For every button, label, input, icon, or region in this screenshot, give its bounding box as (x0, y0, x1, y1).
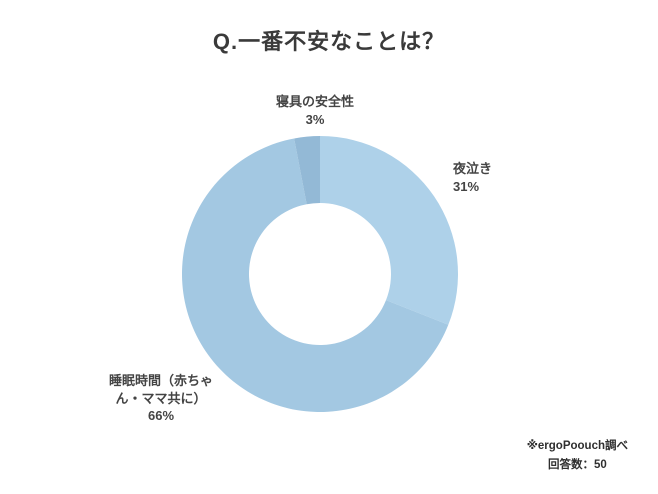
footer-source: ※ergoPoouch調べ (526, 440, 628, 453)
slice-label-night-crying: 夜泣き 31% (453, 160, 553, 195)
slice-label-text: 寝具の安全性 (275, 94, 354, 109)
donut-segment (294, 136, 320, 205)
slice-label-text: 夜泣き (453, 161, 493, 176)
footer-response-count: 回答数：50 (547, 458, 607, 471)
slice-percent: 66% (147, 408, 175, 424)
slice-label-sleep-time: 睡眠時間（赤ちゃん・ママ共に） 66% (103, 372, 219, 425)
slice-percent: 31% (453, 178, 480, 194)
footer-note: ※ergoPoouch調べ 回答数：50 (527, 437, 628, 474)
donut-chart (182, 136, 458, 412)
donut-segment (320, 136, 458, 325)
donut-segment (182, 138, 449, 412)
chart-title: Q.一番不安なことは？ (212, 29, 446, 54)
slice-label-text: 睡眠時間（赤ちゃん・ママ共に） (108, 373, 213, 406)
slice-percent: 3% (305, 111, 325, 127)
slice-label-bedding-safety: 寝具の安全性 3% (240, 93, 390, 128)
